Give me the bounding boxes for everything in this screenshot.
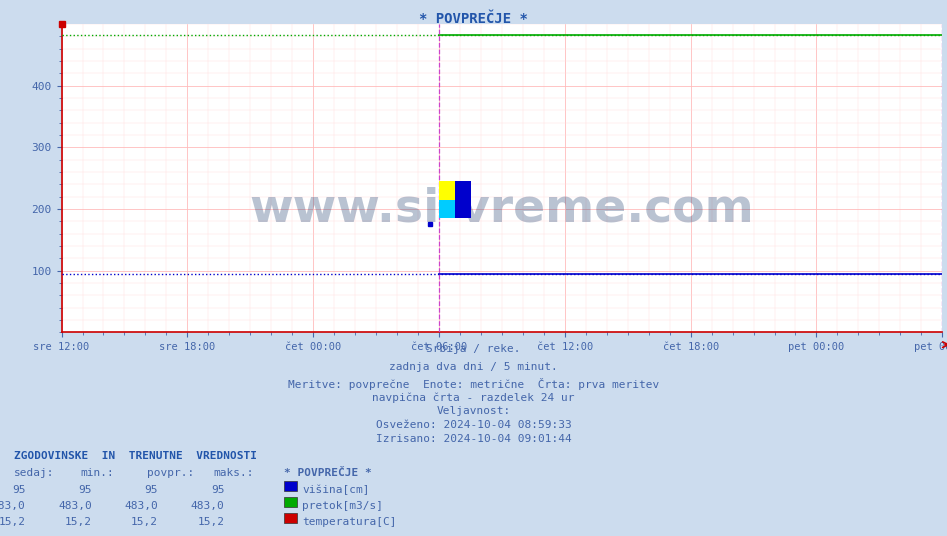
Text: * POVPREČJE *: * POVPREČJE *	[420, 12, 527, 26]
Text: 95: 95	[145, 485, 158, 495]
Text: 483,0: 483,0	[58, 501, 92, 511]
Text: 483,0: 483,0	[190, 501, 224, 511]
Text: www.si-vreme.com: www.si-vreme.com	[250, 187, 754, 232]
Text: povpr.:: povpr.:	[147, 468, 194, 479]
Text: 483,0: 483,0	[124, 501, 158, 511]
Text: Osveženo: 2024-10-04 08:59:33: Osveženo: 2024-10-04 08:59:33	[376, 420, 571, 430]
Text: 15,2: 15,2	[131, 517, 158, 527]
Text: 15,2: 15,2	[0, 517, 26, 527]
Bar	[455, 181, 471, 218]
Text: Srbija / reke.: Srbija / reke.	[426, 344, 521, 354]
Text: 95: 95	[12, 485, 26, 495]
Text: temperatura[C]: temperatura[C]	[302, 517, 397, 527]
Text: maks.:: maks.:	[213, 468, 254, 479]
Text: * POVPREČJE *: * POVPREČJE *	[284, 468, 372, 479]
Text: višina[cm]: višina[cm]	[302, 485, 369, 495]
Text: 15,2: 15,2	[64, 517, 92, 527]
Text: 483,0: 483,0	[0, 501, 26, 511]
Bar	[439, 200, 455, 218]
Text: pretok[m3/s]: pretok[m3/s]	[302, 501, 384, 511]
Text: 95: 95	[211, 485, 224, 495]
Text: Izrisano: 2024-10-04 09:01:44: Izrisano: 2024-10-04 09:01:44	[376, 434, 571, 444]
Text: Veljavnost:: Veljavnost:	[437, 406, 510, 416]
Text: 15,2: 15,2	[197, 517, 224, 527]
Text: zadnja dva dni / 5 minut.: zadnja dva dni / 5 minut.	[389, 362, 558, 372]
Bar	[439, 181, 455, 200]
Text: ZGODOVINSKE  IN  TRENUTNE  VREDNOSTI: ZGODOVINSKE IN TRENUTNE VREDNOSTI	[14, 451, 258, 461]
Text: sedaj:: sedaj:	[14, 468, 55, 479]
Text: 95: 95	[79, 485, 92, 495]
Text: min.:: min.:	[80, 468, 115, 479]
Text: Meritve: povprečne  Enote: metrične  Črta: prva meritev: Meritve: povprečne Enote: metrične Črta:…	[288, 378, 659, 390]
Text: navpična črta - razdelek 24 ur: navpična črta - razdelek 24 ur	[372, 392, 575, 403]
